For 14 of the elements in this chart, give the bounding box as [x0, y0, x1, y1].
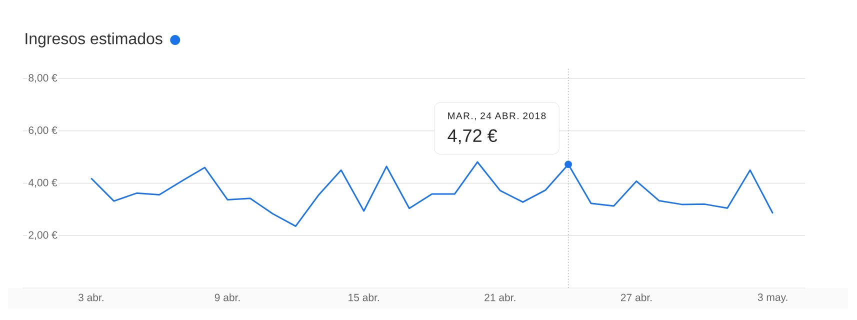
y-tick-label: 8,00 € [28, 74, 58, 83]
x-tick-label: 3 may. [758, 294, 788, 304]
y-tick-label: 4,00 € [28, 178, 58, 188]
x-tick-label: 27 abr. [620, 294, 652, 302]
annotation: 4,72 € [448, 129, 498, 144]
line-series [90, 161, 774, 227]
chart-title: Ingresos estimados [26, 32, 162, 48]
y-tick-label: 2,00 € [28, 231, 58, 240]
y-tick-label: 6,00 € [28, 126, 58, 136]
x-tick-label: 3 abr. [78, 294, 104, 302]
x-tick-label: 9 abr. [214, 294, 240, 302]
x-tick-label: 21 abr. [484, 294, 516, 302]
x-tick-label: 15 abr. [348, 294, 379, 302]
annotation: MAR., 24 ABR. 2018 [448, 112, 546, 120]
